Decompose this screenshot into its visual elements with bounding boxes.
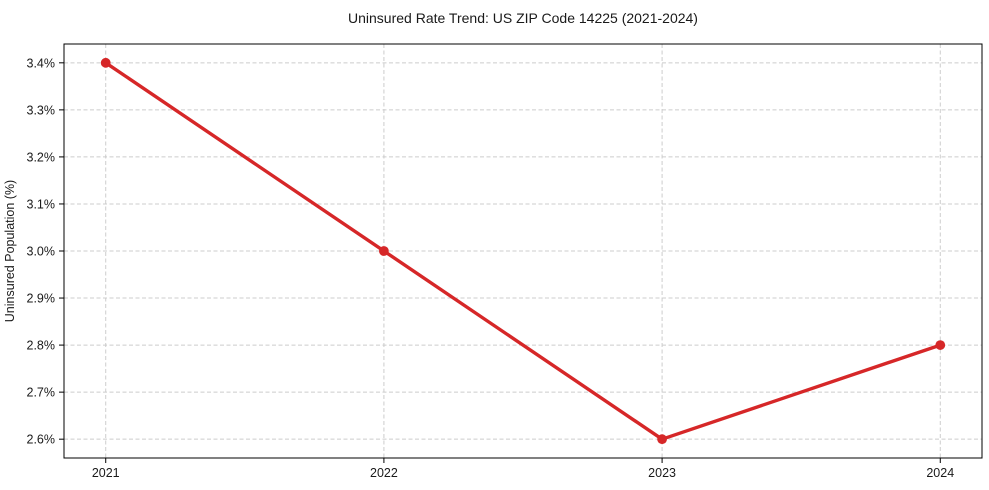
tick-labels: 2.6% 2.7% 2.8% 2.9% 3.0% 3.1% 3.2% 3.3% 3.4% 2021… <box>27 56 955 480</box>
trend-line <box>104 61 942 441</box>
y-tick-label: 3.4% <box>27 56 56 70</box>
y-tick-label: 3.0% <box>27 245 56 259</box>
y-tick-label: 2.6% <box>27 433 56 447</box>
y-tick-label: 2.9% <box>27 292 56 306</box>
y-tick-label: 3.3% <box>27 103 56 117</box>
gridlines <box>64 44 982 458</box>
y-tick-label: 3.2% <box>27 150 56 164</box>
data-point <box>935 340 946 350</box>
data-point <box>100 57 111 68</box>
chart-title: Uninsured Rate Trend: US ZIP Code 14225 … <box>348 10 698 26</box>
data-point <box>379 246 389 256</box>
x-tick-label: 2024 <box>926 466 954 480</box>
data-series <box>100 57 946 445</box>
x-tick-label: 2022 <box>370 466 398 480</box>
x-tick-label: 2021 <box>92 466 120 480</box>
y-tick-label: 3.1% <box>27 197 56 211</box>
y-axis-label: Uninsured Population (%) <box>3 180 17 322</box>
data-point <box>657 434 667 445</box>
x-tick-label: 2023 <box>648 466 676 480</box>
y-tick-label: 2.8% <box>27 339 56 353</box>
y-tick-label: 2.7% <box>27 386 56 400</box>
axis-ticks <box>59 62 941 463</box>
